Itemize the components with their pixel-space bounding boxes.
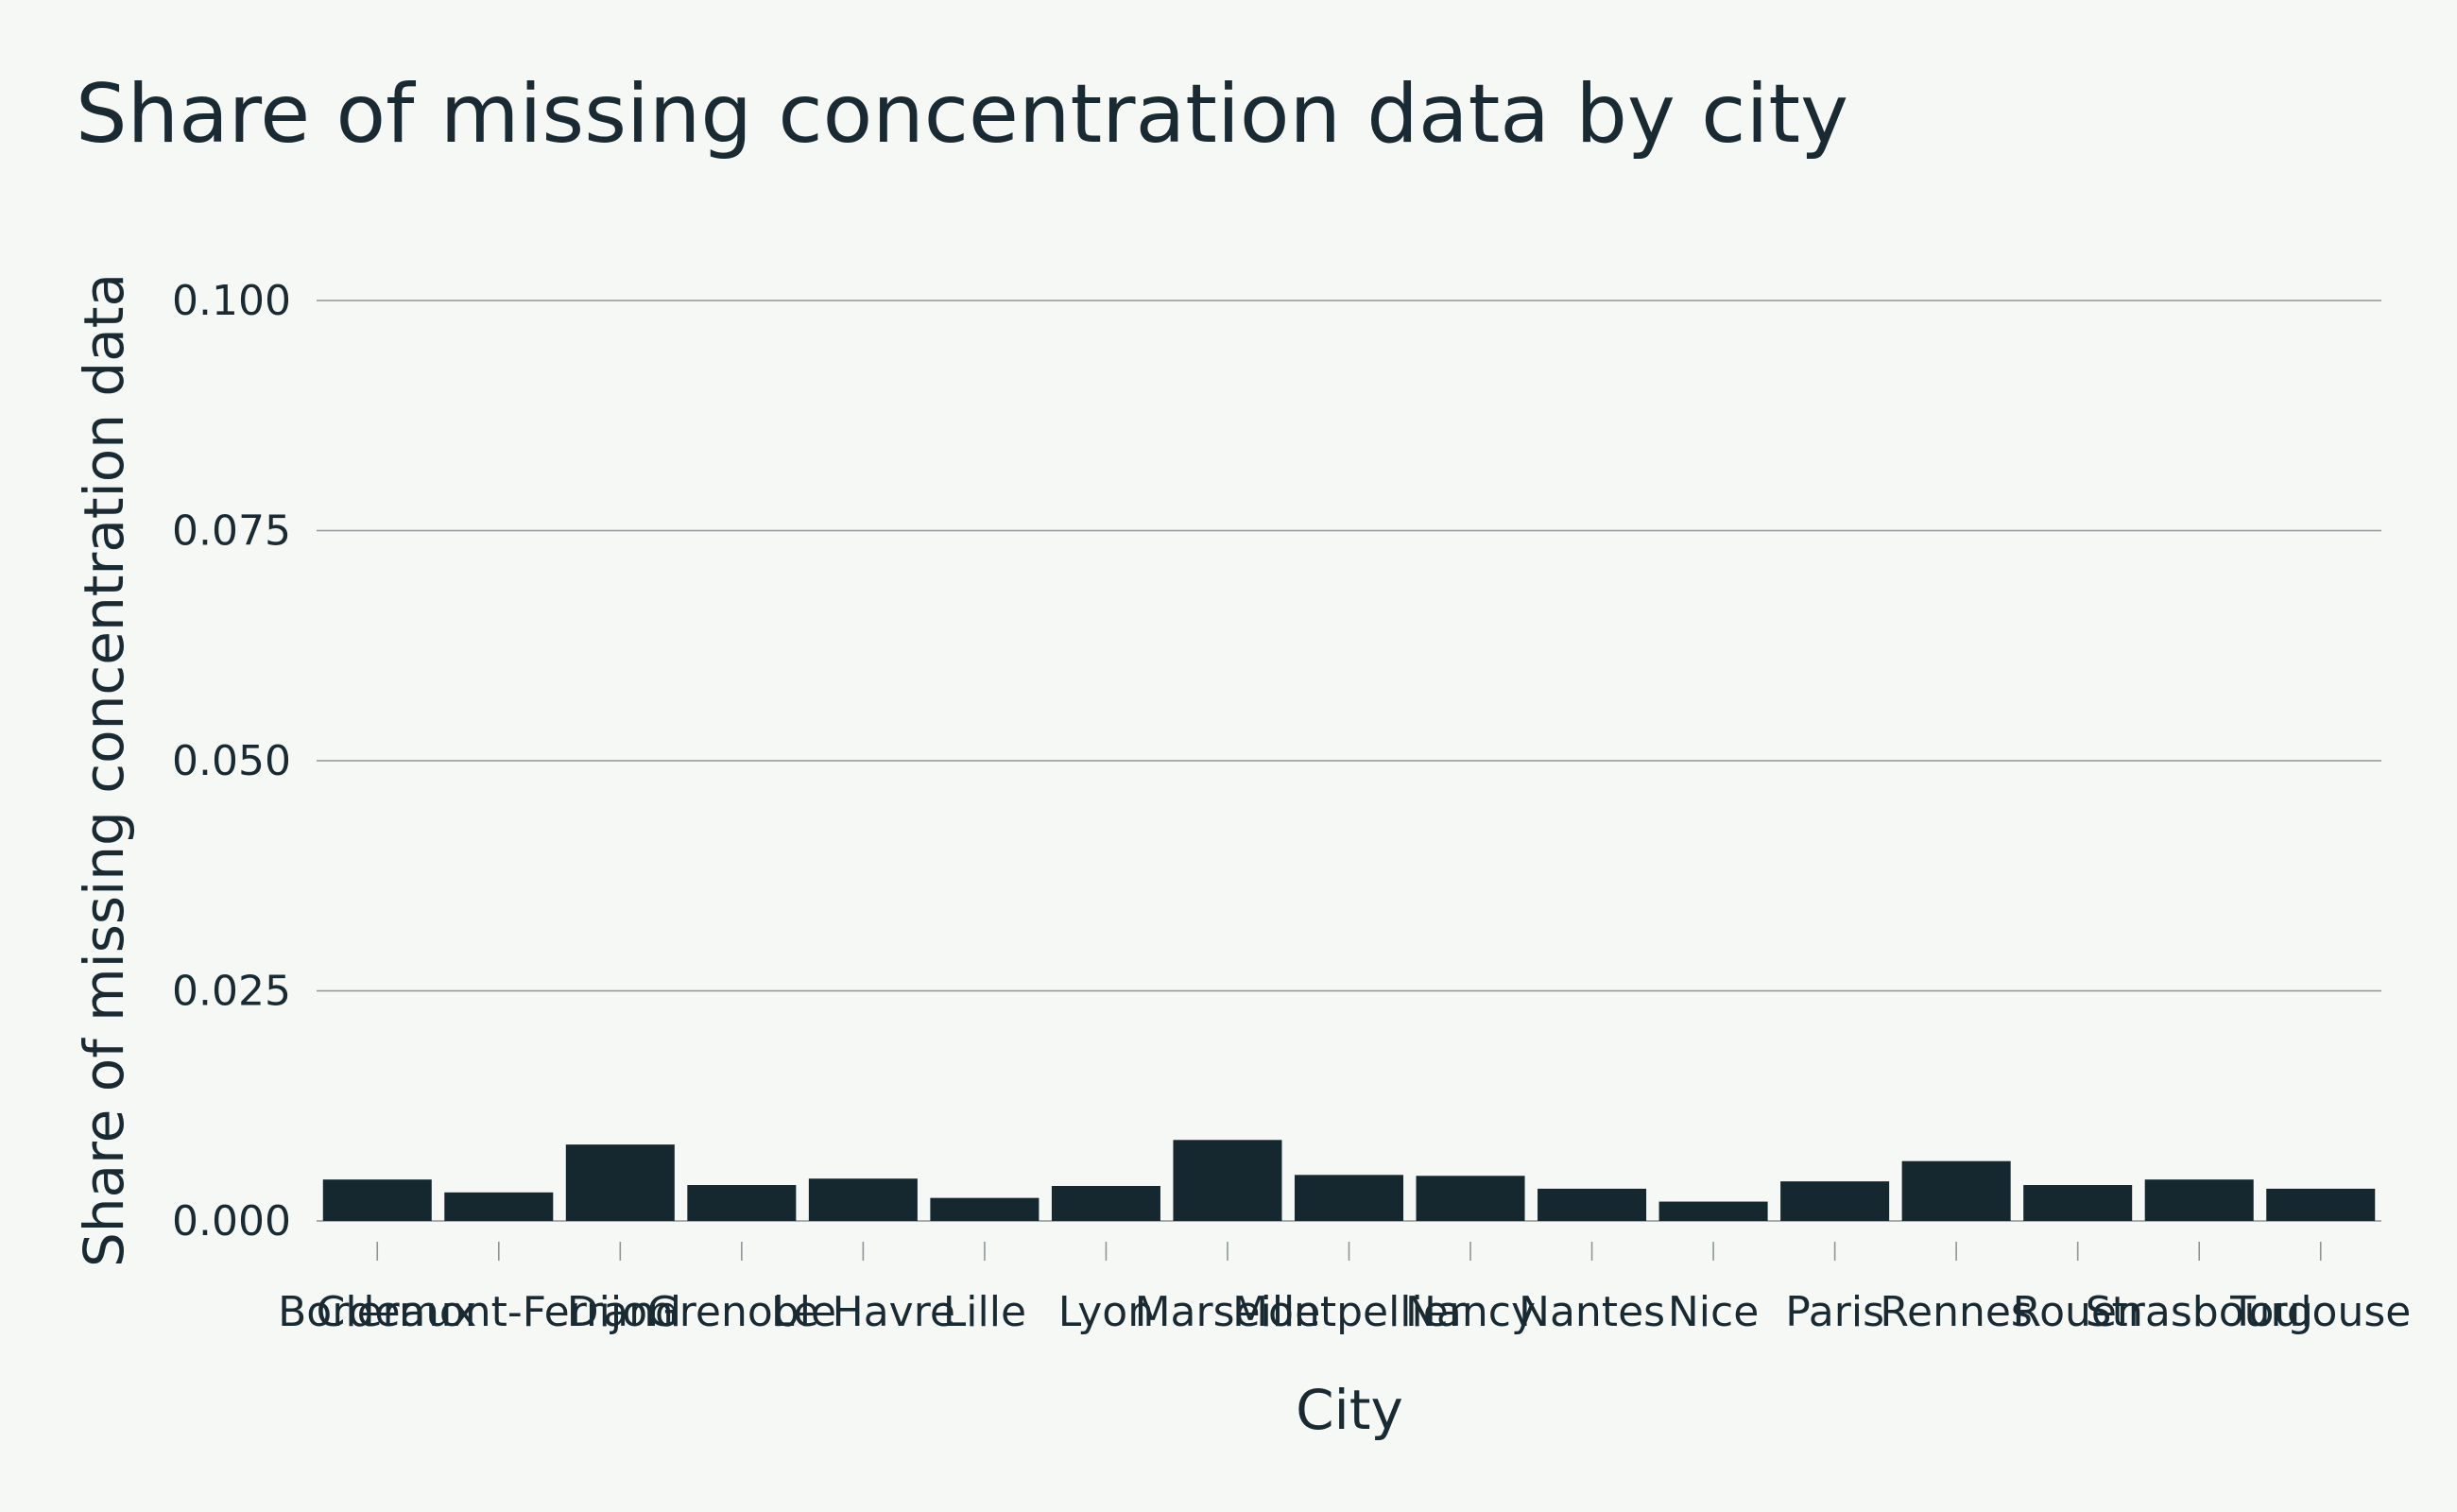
bar [565, 1144, 675, 1221]
x-tick-label: Bordeaux [278, 1288, 476, 1336]
bar [322, 1179, 432, 1221]
x-tick-label: Rennes [1880, 1288, 2032, 1336]
x-axis-title: City [1296, 1378, 1403, 1442]
bar [1538, 1188, 1647, 1221]
x-tick-label: Lyon [1058, 1288, 1154, 1336]
bar [1780, 1181, 1890, 1221]
bar [2144, 1179, 2254, 1221]
x-tick-label: Dijon [567, 1288, 674, 1336]
bar [930, 1197, 1040, 1221]
y-tick-label: 0.075 [172, 507, 291, 556]
x-tick-label: Paris [1785, 1288, 1884, 1336]
x-tick-label: Strasbourg [2086, 1288, 2313, 1336]
x-tick-label: Nancy [1405, 1288, 1536, 1336]
x-tick-label: Nice [1668, 1288, 1759, 1336]
bars [322, 1140, 2376, 1221]
bar [1901, 1160, 2011, 1221]
y-axis-title: Share of missing concentration data [72, 273, 136, 1267]
gridlines [317, 300, 2381, 1222]
x-tick-label: Nantes [1519, 1288, 1665, 1336]
bar [1416, 1176, 1525, 1221]
x-tick-label: Grenoble [647, 1288, 836, 1336]
y-tick-label: 0.000 [172, 1197, 291, 1246]
bar [687, 1185, 797, 1221]
x-tick-label: Marseille [1135, 1288, 1321, 1336]
bar [444, 1192, 554, 1221]
y-tick-label: 0.025 [172, 968, 291, 1016]
x-tick-label: Clermont-Ferrand [317, 1288, 681, 1336]
x-tick-label: Rouen [2012, 1288, 2142, 1336]
bar [808, 1178, 918, 1221]
bar [1294, 1175, 1404, 1221]
bar [1051, 1185, 1160, 1221]
y-axis: 0.000 0.025 0.050 0.075 0.100 [172, 277, 291, 1246]
x-tick-label: Toulouse [2229, 1288, 2411, 1336]
x-axis: BordeauxClermont-FerrandDijonGrenobleLe … [278, 1242, 2411, 1336]
bar [1173, 1140, 1282, 1221]
bar [2266, 1188, 2376, 1221]
x-tick-label: Montpellier [1232, 1288, 1467, 1336]
bar [1658, 1201, 1768, 1221]
chart-title: Share of missing concentration data by c… [76, 67, 1848, 162]
x-tick-label: Le Havre [771, 1288, 955, 1336]
y-tick-label: 0.050 [172, 737, 291, 785]
y-tick-label: 0.100 [172, 277, 291, 325]
bar [2023, 1185, 2133, 1221]
x-tick-label: Lille [943, 1288, 1026, 1336]
